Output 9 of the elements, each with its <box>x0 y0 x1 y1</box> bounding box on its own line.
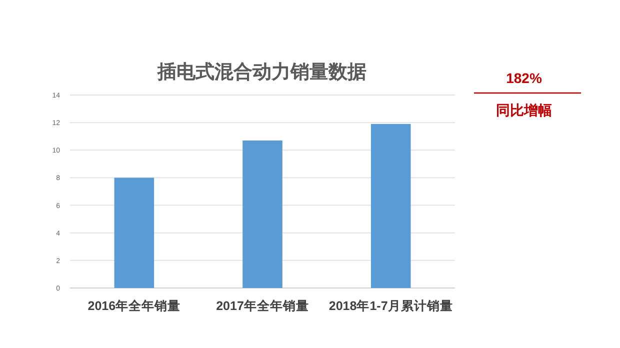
x-tick-label: 2017年全年销量 <box>216 299 309 313</box>
bar <box>370 124 411 288</box>
x-tick-label: 2018年1-7月累计销量 <box>328 299 453 313</box>
x-tick-label: 2016年全年销量 <box>88 299 181 313</box>
text: 182% <box>506 70 542 86</box>
bar <box>114 178 154 288</box>
text: 同比增幅 <box>496 102 552 118</box>
chart-title: 插电式混合动力销量数据 <box>156 61 366 83</box>
bar <box>242 140 282 288</box>
